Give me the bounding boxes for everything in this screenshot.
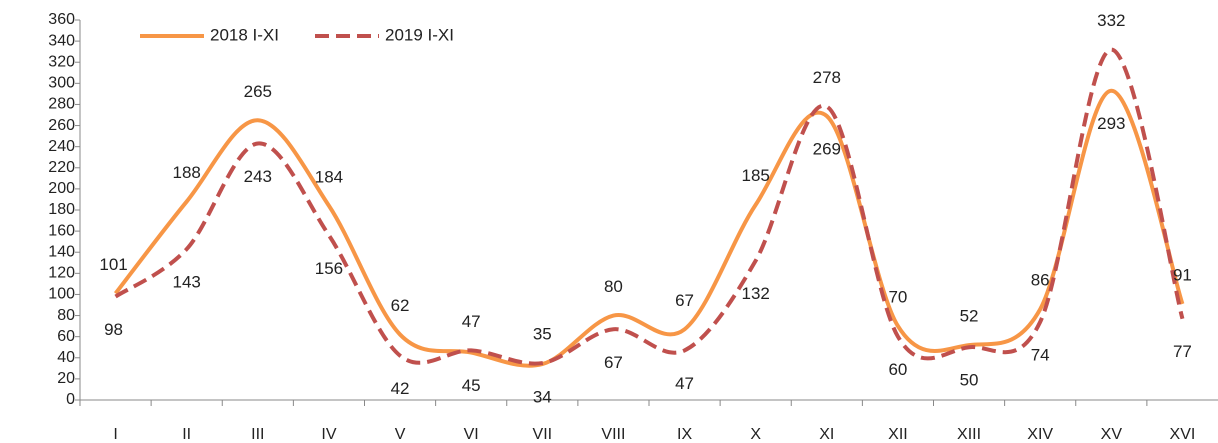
x-tick-label: XII: [888, 426, 908, 443]
x-tick-label: I: [113, 426, 117, 443]
data-label: 143: [173, 273, 201, 292]
x-tick-label: IX: [677, 426, 692, 443]
data-label: 188: [173, 163, 201, 182]
data-label: 67: [604, 353, 623, 372]
x-tick-label: IV: [321, 426, 336, 443]
y-tick-label: 60: [57, 328, 75, 345]
data-label: 91: [1173, 265, 1192, 284]
data-label: 243: [244, 167, 272, 186]
data-label: 60: [888, 360, 907, 379]
legend-label: 2018 I-XI: [210, 25, 279, 44]
data-label: 278: [813, 68, 841, 87]
x-tick-label: XVI: [1170, 426, 1196, 443]
x-tick-label: II: [182, 426, 191, 443]
y-tick-label: 340: [48, 32, 75, 49]
data-label: 47: [675, 374, 694, 393]
data-label: 70: [888, 288, 907, 307]
line-series: [113, 88, 1185, 368]
y-tick-label: 40: [57, 349, 75, 366]
x-tick-label: VIII: [601, 426, 625, 443]
data-label: 293: [1097, 114, 1125, 133]
data-label: 332: [1097, 11, 1125, 30]
data-label: 265: [244, 82, 272, 101]
x-tick-label: VI: [464, 426, 479, 443]
data-label: 86: [1031, 271, 1050, 290]
x-tick-label: XV: [1101, 426, 1123, 443]
x-tick-label: III: [251, 426, 264, 443]
y-tick-label: 320: [48, 53, 75, 70]
x-tick-label: VII: [533, 426, 553, 443]
data-label: 98: [104, 320, 123, 339]
legend-label: 2019 I-XI: [385, 25, 454, 44]
y-tick-label: 220: [48, 159, 75, 176]
data-label: 34: [533, 388, 552, 407]
data-label: 269: [813, 140, 841, 159]
y-tick-label: 260: [48, 117, 75, 134]
data-label: 47: [462, 312, 481, 331]
y-tick-label: 80: [57, 307, 75, 324]
x-tick-label: XIII: [957, 426, 981, 443]
data-label: 50: [960, 371, 979, 390]
x-tick-label: XI: [819, 426, 834, 443]
data-label: 156: [315, 259, 343, 278]
y-tick-label: 200: [48, 180, 75, 197]
data-label: 35: [533, 325, 552, 344]
y-tick-label: 140: [48, 243, 75, 260]
y-tick-label: 180: [48, 201, 75, 218]
y-tick-label: 160: [48, 222, 75, 239]
data-label: 74: [1031, 345, 1050, 364]
data-label: 77: [1173, 342, 1192, 361]
data-label: 101: [99, 255, 127, 274]
x-tick-label: V: [395, 426, 406, 443]
y-tick-label: 360: [48, 11, 75, 28]
y-tick-label: 300: [48, 75, 75, 92]
data-label: 80: [604, 277, 623, 296]
data-label: 62: [391, 296, 410, 315]
x-tick-label: XIV: [1027, 426, 1053, 443]
y-tick-label: 20: [57, 370, 75, 387]
data-label: 42: [391, 379, 410, 398]
y-tick-label: 0: [66, 391, 75, 408]
y-tick-label: 280: [48, 96, 75, 113]
line-series: [114, 47, 1185, 366]
x-tick-label: X: [750, 426, 761, 443]
data-label: 185: [742, 166, 770, 185]
y-tick-label: 240: [48, 138, 75, 155]
data-label: 67: [675, 291, 694, 310]
data-label: 45: [462, 376, 481, 395]
y-tick-label: 120: [48, 265, 75, 282]
y-tick-label: 100: [48, 286, 75, 303]
data-label: 52: [960, 307, 979, 326]
data-label: 132: [742, 284, 770, 303]
data-label: 184: [315, 167, 343, 186]
